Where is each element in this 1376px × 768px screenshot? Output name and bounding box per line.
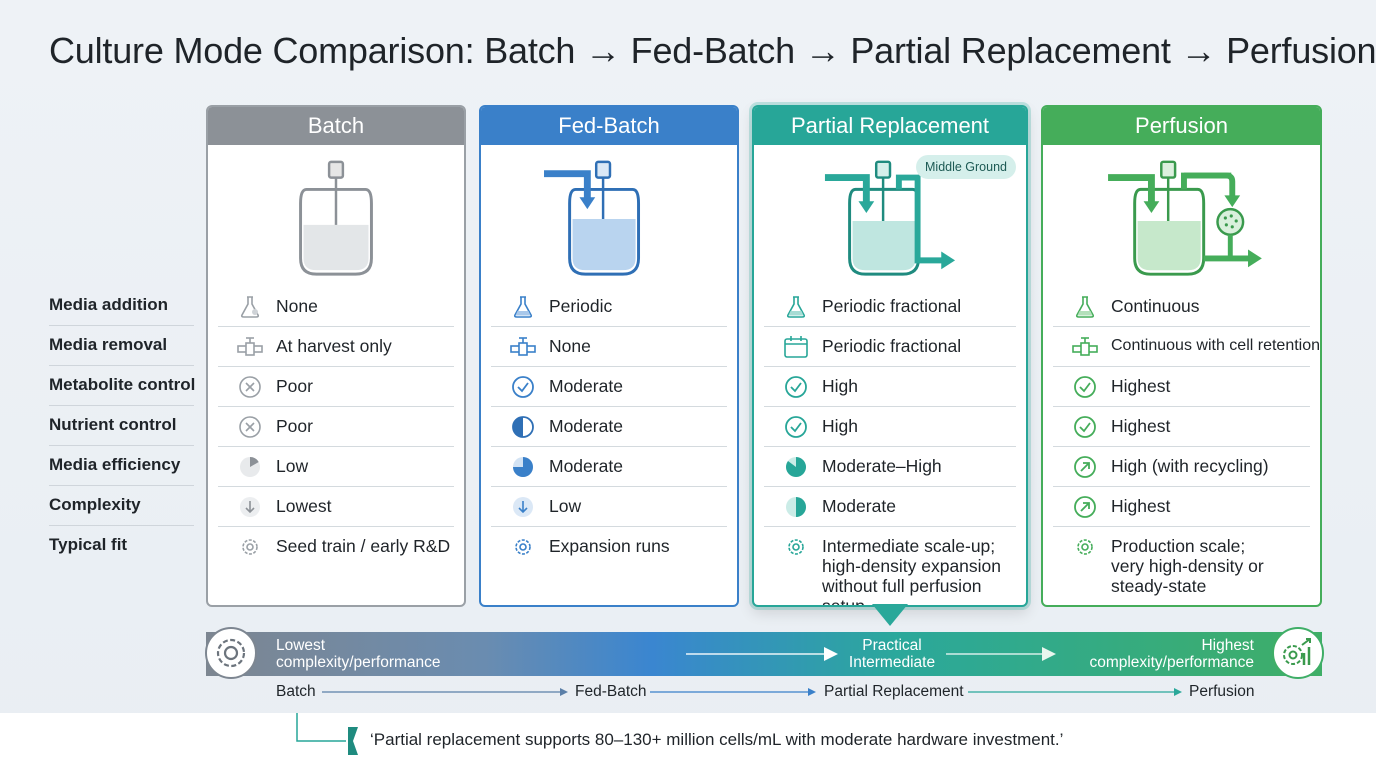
row-divider — [49, 445, 194, 446]
pie-moderate-icon — [782, 495, 810, 519]
perfusion-media-efficiency: High (with recycling) — [1053, 447, 1310, 487]
perfusion-nutrient-control: Highest — [1053, 407, 1310, 447]
perfusion-bioreactor-icon — [1043, 147, 1320, 287]
partial-metabolite-control: High — [764, 367, 1016, 407]
stage-arrows — [322, 688, 1182, 696]
calendar-icon — [782, 335, 810, 359]
card-header-batch: Batch — [208, 107, 464, 145]
batch-media-addition: None — [218, 287, 454, 327]
fed-batch-bioreactor-icon — [481, 147, 737, 287]
fed-batch-metabolite-control: Moderate — [491, 367, 727, 407]
row-divider — [49, 525, 194, 526]
arrow-up-right-icon — [1071, 495, 1099, 519]
valve-icon — [236, 335, 264, 359]
batch-card: Batch None At harvest only Poor Poor Low… — [206, 105, 466, 607]
fed-batch-typical-fit: Expansion runs — [491, 527, 727, 567]
row-label-metabolite-control: Metabolite control — [49, 375, 196, 394]
perfusion-metabolite-control: Highest — [1053, 367, 1310, 407]
perfusion-media-addition: Continuous — [1053, 287, 1310, 327]
partial-media-addition: Periodic fractional — [764, 287, 1016, 327]
fed-batch-media-efficiency: Moderate — [491, 447, 727, 487]
x-circle-icon — [236, 415, 264, 439]
check-circle-icon — [782, 415, 810, 439]
perfusion-complexity: Highest — [1053, 487, 1310, 527]
gear-icon — [1071, 535, 1099, 559]
fed-batch-nutrient-control: Moderate — [491, 407, 727, 447]
check-circle-icon — [1071, 375, 1099, 399]
stage-partial-replacement: Partial Replacement — [824, 683, 964, 700]
gear-icon — [205, 627, 257, 679]
partial-replacement-card: Partial Replacement Middle Ground Period… — [752, 105, 1028, 607]
fed-batch-media-addition: Periodic — [491, 287, 727, 327]
fed-batch-card: Fed-Batch Periodic None Moderate Moderat… — [479, 105, 739, 607]
batch-media-efficiency: Low — [218, 447, 454, 487]
flask-icon — [1071, 295, 1099, 319]
footer — [0, 713, 1376, 768]
row-label-typical-fit: Typical fit — [49, 535, 128, 554]
row-label-media-efficiency: Media efficiency — [49, 455, 181, 474]
gear-icon — [236, 535, 264, 559]
page-title: Culture Mode Comparison: Batch → Fed-Bat… — [49, 30, 1376, 71]
check-circle-icon — [782, 375, 810, 399]
flask-icon — [236, 295, 264, 319]
x-circle-icon — [236, 375, 264, 399]
fed-batch-complexity: Low — [491, 487, 727, 527]
half-circle-icon — [509, 415, 537, 439]
arrow-down-icon — [509, 495, 537, 519]
card-header-fed-batch: Fed-Batch — [481, 107, 737, 145]
perfusion-media-removal: Continuous with cell retention — [1053, 327, 1320, 367]
row-divider — [49, 405, 194, 406]
spectrum-left-label: Lowest complexity/performance — [276, 637, 441, 671]
row-label-media-removal: Media removal — [49, 335, 168, 354]
spectrum-arrows — [686, 647, 1056, 661]
spectrum-middle-label: Practical Intermediate — [848, 637, 936, 671]
spectrum-right-label: Highest complexity/performance — [1089, 637, 1254, 671]
stage-batch: Batch — [276, 683, 316, 700]
growth-gear-icon — [1272, 627, 1324, 679]
valve-icon — [1071, 335, 1099, 359]
row-label-complexity: Complexity — [49, 495, 141, 514]
row-divider — [49, 485, 194, 486]
highlight-pointer — [872, 604, 908, 626]
check-circle-icon — [509, 375, 537, 399]
perfusion-card: Perfusion Continuous Continuous with cel… — [1041, 105, 1322, 607]
partial-nutrient-control: High — [764, 407, 1016, 447]
stage-perfusion: Perfusion — [1189, 683, 1255, 700]
row-label-nutrient-control: Nutrient control — [49, 415, 177, 434]
perfusion-typical-fit: Production scale; very high-density or s… — [1053, 527, 1310, 596]
pie-moderate-icon — [509, 455, 537, 479]
bioreactor-icon — [208, 147, 464, 287]
gear-icon — [509, 535, 537, 559]
partial-typical-fit: Intermediate scale-up; high-density expa… — [764, 527, 1016, 605]
partial-media-efficiency: Moderate–High — [764, 447, 1016, 487]
row-divider — [49, 365, 194, 366]
batch-typical-fit: Seed train / early R&D — [218, 527, 454, 567]
callout-connector — [296, 713, 358, 755]
fed-batch-media-removal: None — [491, 327, 727, 367]
card-header-perfusion: Perfusion — [1043, 107, 1320, 145]
arrow-up-right-icon — [1071, 455, 1099, 479]
batch-nutrient-control: Poor — [218, 407, 454, 447]
flask-icon — [782, 295, 810, 319]
partial-replacement-bioreactor-icon — [754, 147, 1026, 287]
row-label-media-addition: Media addition — [49, 295, 168, 314]
flask-icon — [509, 295, 537, 319]
partial-complexity: Moderate — [764, 487, 1016, 527]
gear-icon — [782, 535, 810, 559]
stage-fed-batch: Fed-Batch — [575, 683, 647, 700]
check-circle-icon — [1071, 415, 1099, 439]
footer-quote: ‘Partial replacement supports 80–130+ mi… — [370, 730, 1064, 749]
pie-low-icon — [236, 455, 264, 479]
arrow-down-icon — [236, 495, 264, 519]
batch-complexity: Lowest — [218, 487, 454, 527]
partial-media-removal: Periodic fractional — [764, 327, 1016, 367]
batch-media-removal: At harvest only — [218, 327, 454, 367]
row-divider — [49, 325, 194, 326]
batch-metabolite-control: Poor — [218, 367, 454, 407]
pie-moderate-high-icon — [782, 455, 810, 479]
valve-icon — [509, 335, 537, 359]
card-header-partial-replacement: Partial Replacement — [754, 107, 1026, 145]
middle-ground-badge: Middle Ground — [916, 155, 1016, 179]
